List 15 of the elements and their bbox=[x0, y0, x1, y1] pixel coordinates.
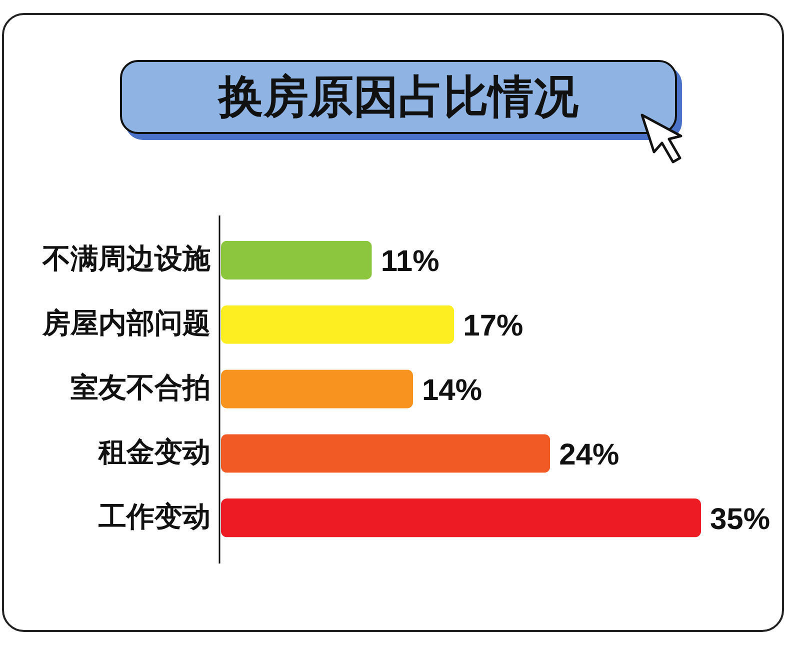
bar bbox=[221, 434, 550, 473]
data-label: 17% bbox=[463, 310, 524, 343]
data-label: 24% bbox=[559, 438, 620, 472]
y-tick-label: 工作变动 bbox=[98, 500, 210, 532]
data-label: 14% bbox=[422, 374, 482, 407]
y-tick-label: 室友不合拍 bbox=[70, 372, 210, 403]
y-tick-label: 不满周边设施 bbox=[42, 243, 210, 274]
data-label: 35% bbox=[710, 502, 770, 536]
bar bbox=[221, 240, 372, 280]
bar bbox=[221, 305, 454, 344]
data-label: 11% bbox=[380, 245, 440, 278]
y-tick-label: 房屋内部问题 bbox=[42, 308, 210, 339]
bar bbox=[221, 498, 701, 538]
y-tick-label: 租金变动 bbox=[98, 436, 210, 468]
bar bbox=[221, 370, 413, 408]
